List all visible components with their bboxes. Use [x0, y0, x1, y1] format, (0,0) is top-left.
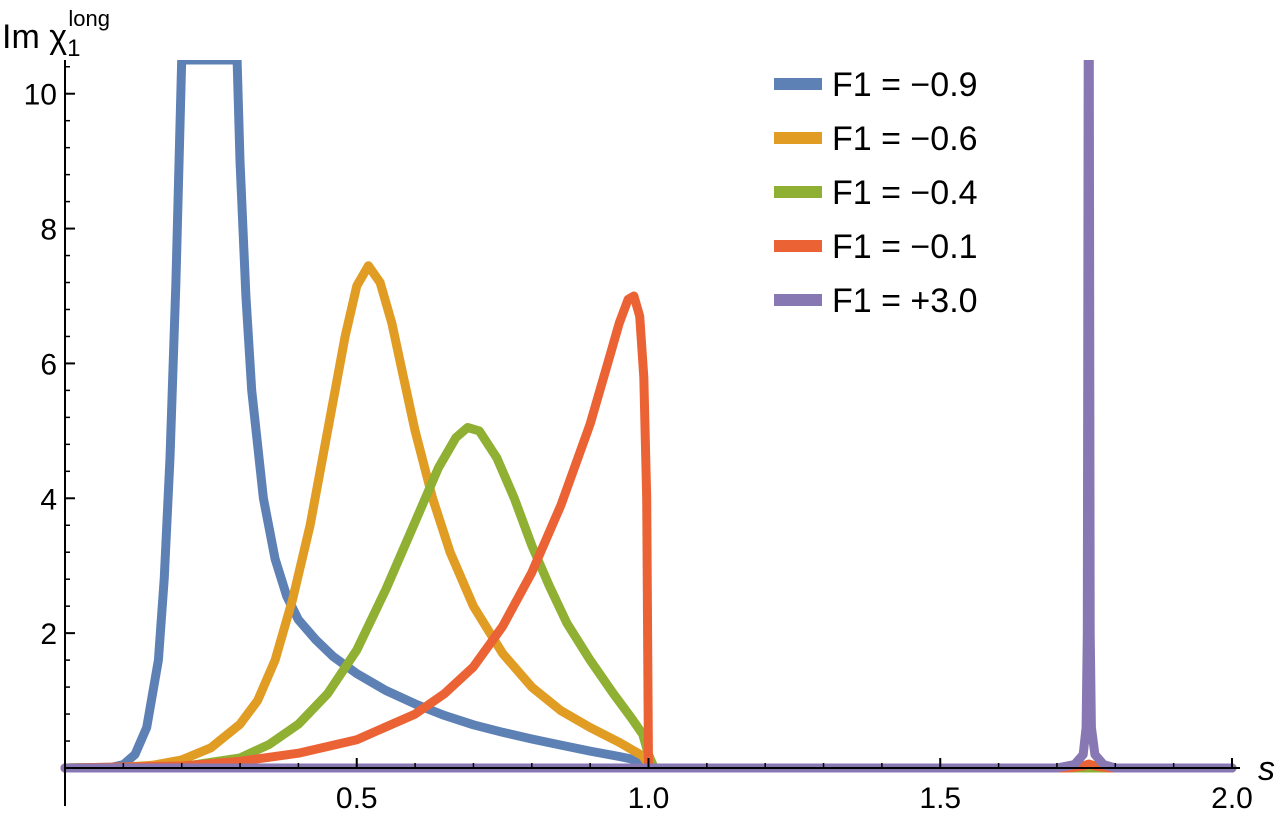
y-tick-label-0: 2: [40, 618, 57, 651]
series-line-3: [60, 291, 1237, 773]
series-layer: [60, 60, 1237, 773]
legend-label-4: F1 = +3.0: [832, 282, 978, 320]
legend-label-0: F1 = −0.9: [832, 66, 978, 104]
y-tick-label-1: 4: [40, 483, 57, 516]
x-tick-label-0: 0.5: [336, 782, 378, 815]
legend: F1 = −0.9 F1 = −0.6 F1 = −0.4 F1 = −0.1 F1 =…: [774, 66, 978, 320]
series-line-4: [60, 60, 1237, 773]
y-axis-title: Im χ1 long: [2, 6, 110, 62]
legend-label-1: F1 = −0.6: [832, 120, 978, 158]
y-axis-title-main: Im χ: [2, 18, 67, 56]
legend-label-3: F1 = −0.1: [832, 228, 978, 266]
y-ticks: 2 4 6 8 10: [24, 65, 75, 742]
y-tick-label-4: 10: [24, 79, 57, 112]
y-tick-label-3: 8: [40, 214, 57, 247]
series-line-1: [60, 261, 1237, 773]
x-axis-title: s: [1258, 750, 1275, 788]
y-axis-title-subscript: 1: [67, 35, 80, 62]
y-tick-label-2: 6: [40, 348, 57, 381]
x-tick-label-2: 1.5: [919, 782, 961, 815]
x-ticks: 0.5 1.0 1.5 2.0: [122, 758, 1253, 815]
x-tick-label-3: 2.0: [1211, 782, 1253, 815]
legend-label-2: F1 = −0.4: [832, 174, 978, 212]
series-line-2: [60, 423, 1237, 773]
y-axis-title-superscript: long: [68, 6, 110, 31]
x-tick-label-1: 1.0: [628, 782, 670, 815]
